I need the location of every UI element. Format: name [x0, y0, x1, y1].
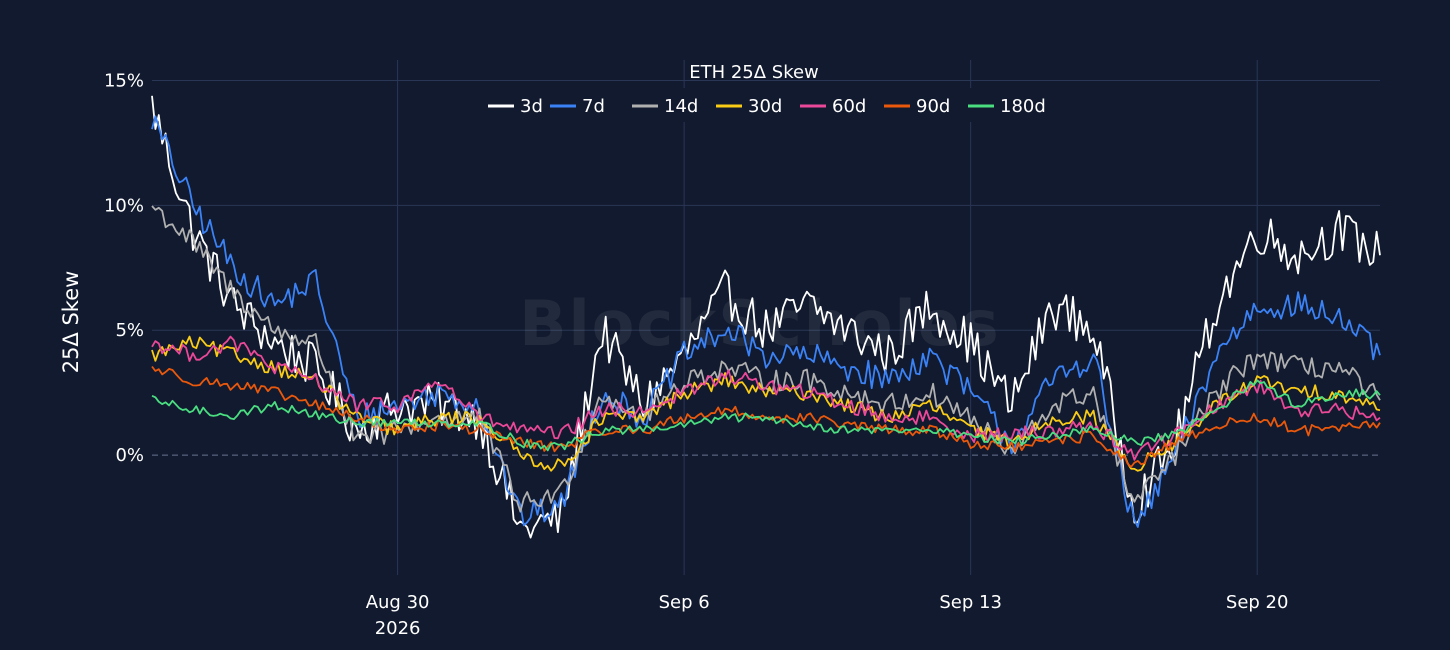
axis-layer: 0% 5% 10% 15% Aug 30 2026 Sep 6 Sep 13 Sep 20	[104, 70, 1288, 639]
chart-title: ETH 25Δ Skew	[689, 62, 819, 83]
legend-item-90d[interactable]: 90d	[884, 96, 950, 117]
x-tick-label: Aug 30	[366, 592, 430, 613]
y-tick-label: 0%	[115, 445, 144, 466]
y-tick-label: 5%	[115, 320, 144, 341]
legend-item-3d[interactable]: 3d	[488, 96, 543, 117]
series-layer	[151, 95, 1381, 539]
legend-item-7d[interactable]: 7d	[550, 96, 605, 117]
legend-item-60d[interactable]: 60d	[800, 96, 866, 117]
series-line-180d	[151, 379, 1381, 452]
legend-item-14d[interactable]: 14d	[632, 96, 698, 117]
y-axis-title: 25Δ Skew	[59, 271, 83, 374]
x-tick-year-label: 2026	[375, 618, 421, 639]
legend: 3d 7d 14d 30d 60d 90d 180d	[480, 88, 1050, 122]
legend-label: 90d	[916, 96, 950, 117]
x-tick-label: Sep 20	[1226, 592, 1289, 613]
y-tick-label: 10%	[104, 195, 144, 216]
y-tick-label: 15%	[104, 70, 144, 91]
legend-label: 7d	[582, 96, 605, 117]
legend-label: 3d	[520, 96, 543, 117]
legend-label: 60d	[832, 96, 866, 117]
legend-label: 180d	[1000, 96, 1046, 117]
series-line-60d	[151, 335, 1381, 461]
legend-item-30d[interactable]: 30d	[716, 96, 782, 117]
legend-label: 14d	[664, 96, 698, 117]
x-tick-label: Sep 13	[939, 592, 1002, 613]
series-line-3d	[151, 95, 1381, 539]
legend-label: 30d	[748, 96, 782, 117]
legend-item-180d[interactable]: 180d	[968, 96, 1046, 117]
x-tick-label: Sep 6	[659, 592, 710, 613]
